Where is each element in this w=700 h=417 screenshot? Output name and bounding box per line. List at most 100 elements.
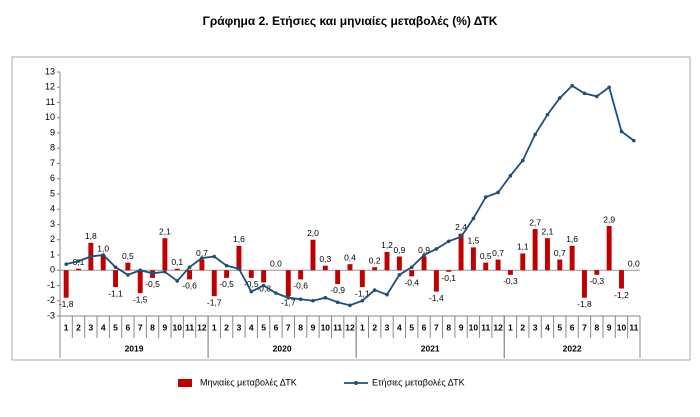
bar — [199, 259, 205, 271]
bar — [458, 233, 464, 271]
bar — [569, 245, 575, 271]
x-tick-label: 11 — [185, 322, 194, 332]
bar — [532, 229, 538, 271]
line-marker — [533, 132, 537, 137]
line-marker — [187, 265, 192, 270]
y-tick-label: -3 — [47, 310, 55, 320]
y-tick-label: 13 — [45, 66, 55, 76]
bar — [113, 270, 118, 288]
data-label: 1,6 — [233, 234, 245, 244]
x-tick-label: 5 — [409, 322, 414, 332]
line-marker — [138, 268, 143, 273]
data-label: -1,5 — [133, 294, 148, 304]
x-tick-label: 7 — [286, 322, 291, 332]
data-label: 0,7 — [554, 248, 566, 258]
data-label: 0,9 — [418, 245, 430, 255]
data-label: -1,2 — [614, 290, 629, 300]
x-tick-label: 9 — [607, 322, 612, 332]
chart-title: Γράφημα 2. Ετήσιες και μηνιαίες μεταβολέ… — [203, 14, 498, 28]
data-label: -0,6 — [182, 281, 197, 291]
data-label: 0,4 — [344, 252, 356, 262]
bar — [557, 259, 563, 271]
x-tick-label: 5 — [113, 322, 118, 332]
x-tick-label: 12 — [197, 322, 207, 332]
data-label: -1,8 — [577, 299, 592, 309]
line-marker — [126, 273, 130, 277]
data-label: -0,6 — [293, 281, 308, 291]
line-marker — [64, 262, 68, 266]
y-tick-label: -1 — [47, 280, 55, 290]
x-tick-label: 2 — [372, 322, 377, 332]
y-tick-label: 6 — [50, 173, 55, 183]
bar — [520, 253, 526, 271]
bar — [224, 270, 230, 278]
data-label: 0,7 — [196, 248, 208, 258]
x-tick-label: 1 — [64, 322, 69, 332]
bar — [470, 247, 476, 271]
line-marker — [409, 265, 414, 270]
bar — [582, 270, 587, 298]
data-label: -0,5 — [145, 279, 160, 289]
line-marker — [175, 279, 180, 283]
data-label: -0,5 — [219, 279, 234, 289]
data-label: 1,6 — [566, 234, 578, 244]
data-label: 2,4 — [455, 222, 467, 232]
bar — [409, 270, 415, 277]
bar — [63, 270, 69, 298]
bar — [433, 270, 439, 292]
data-label: -0,1 — [441, 273, 456, 283]
data-label: 2,0 — [307, 228, 319, 238]
line-marker — [595, 94, 599, 99]
line-marker — [397, 273, 402, 277]
x-tick-label: 6 — [570, 322, 575, 332]
x-tick-label: 1 — [508, 322, 513, 332]
y-tick-label: 3 — [50, 219, 55, 229]
bar — [507, 270, 513, 275]
bar — [125, 262, 131, 271]
line-marker — [496, 190, 500, 195]
data-label: 2,9 — [603, 214, 615, 224]
data-label: -0,3 — [503, 276, 518, 286]
data-label: -1,7 — [281, 297, 296, 307]
data-label: -1,4 — [429, 293, 444, 303]
line-marker — [212, 254, 217, 259]
x-tick-label: 8 — [150, 322, 155, 332]
line-marker — [372, 288, 377, 292]
x-tick-label: 10 — [469, 322, 479, 332]
bar — [421, 256, 427, 271]
line-marker — [582, 91, 587, 96]
bar — [248, 270, 254, 278]
line-marker — [570, 83, 574, 88]
bar — [495, 259, 501, 271]
bar — [100, 255, 106, 271]
x-tick-label: 11 — [629, 322, 638, 332]
legend-label: Ετήσιες μεταβολές ΔΤΚ — [372, 377, 465, 387]
bar — [483, 262, 489, 271]
line-marker — [274, 291, 278, 295]
x-tick-label: 9 — [163, 322, 168, 332]
line-marker — [348, 303, 352, 308]
data-label: 0,0 — [628, 259, 640, 269]
x-tick-label: 10 — [172, 322, 182, 332]
data-label: 2,7 — [529, 217, 541, 227]
x-tick-label: 4 — [101, 322, 106, 332]
line-marker — [446, 239, 451, 244]
y-tick-label: 4 — [50, 204, 55, 214]
data-label: -1,7 — [207, 297, 222, 307]
bar — [335, 270, 341, 284]
data-label: 1,1 — [517, 242, 529, 252]
x-tick-label: 6 — [422, 322, 427, 332]
data-label: 0,9 — [393, 245, 405, 255]
data-label: -0,4 — [404, 278, 419, 288]
year-label: 2022 — [563, 343, 582, 353]
line-marker — [150, 271, 155, 276]
line-marker — [471, 216, 476, 221]
bar — [619, 270, 624, 289]
data-label: -0,3 — [589, 276, 604, 286]
x-tick-label: 9 — [311, 322, 316, 332]
line-marker — [286, 295, 291, 300]
x-tick-label: 2 — [224, 322, 229, 332]
bar — [594, 270, 600, 275]
line-marker — [335, 300, 340, 305]
